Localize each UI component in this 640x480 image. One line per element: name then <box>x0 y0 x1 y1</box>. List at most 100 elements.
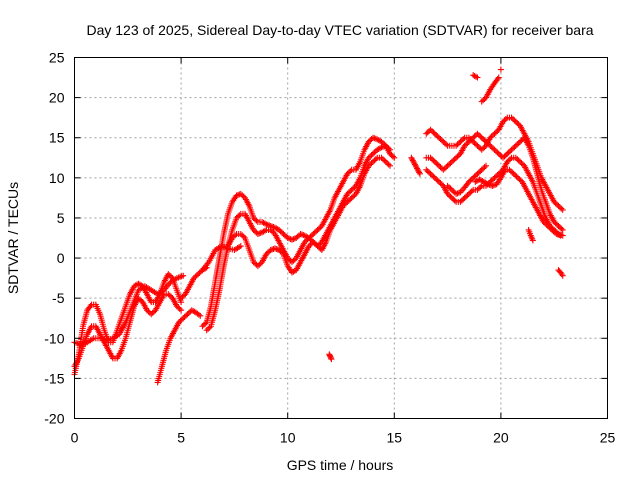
series-track-14 <box>472 166 564 239</box>
data-point <box>502 152 509 159</box>
data-point <box>267 226 274 233</box>
data-point <box>500 154 507 161</box>
data-point <box>512 154 519 161</box>
data-point <box>460 196 467 203</box>
data-point <box>148 311 155 318</box>
data-point <box>145 308 152 315</box>
data-point <box>508 114 515 121</box>
data-point <box>474 186 481 193</box>
data-point <box>178 316 185 323</box>
data-point <box>261 220 268 227</box>
data-point <box>552 200 559 207</box>
data-point <box>87 302 94 309</box>
data-point <box>206 324 213 331</box>
data-point <box>478 146 485 153</box>
data-point <box>485 141 492 148</box>
data-point <box>490 145 497 152</box>
data-point <box>511 117 518 124</box>
series-track-18 <box>478 74 502 105</box>
data-point <box>490 176 497 183</box>
data-point <box>413 164 420 171</box>
data-point <box>463 141 470 148</box>
data-point <box>467 177 474 184</box>
data-point <box>494 149 501 156</box>
data-point <box>436 134 443 141</box>
data-point <box>437 180 444 187</box>
series-track-15 <box>444 162 489 197</box>
data-point <box>193 272 200 279</box>
data-point <box>368 160 375 167</box>
data-point <box>230 233 237 240</box>
data-point <box>367 161 374 168</box>
y-tick-label: 10 <box>49 170 65 186</box>
data-point <box>516 176 523 183</box>
data-point <box>424 168 431 175</box>
data-point <box>254 263 261 270</box>
data-point <box>475 144 482 151</box>
data-point <box>461 194 468 201</box>
data-point <box>382 142 389 149</box>
data-point <box>431 174 438 181</box>
data-point <box>202 265 209 272</box>
data-point <box>446 184 453 191</box>
data-point <box>306 235 313 241</box>
data-point <box>347 168 354 175</box>
data-point <box>448 194 455 201</box>
data-point <box>427 126 434 133</box>
data-point <box>509 145 516 152</box>
data-point <box>450 188 457 195</box>
data-point <box>488 144 495 151</box>
data-point <box>311 240 318 247</box>
data-point <box>436 162 443 169</box>
data-point <box>344 198 351 205</box>
data-point <box>556 204 563 211</box>
data-point <box>252 228 259 235</box>
data-point <box>237 243 244 250</box>
data-point <box>250 259 257 266</box>
data-point <box>143 307 150 314</box>
data-point <box>365 162 372 169</box>
data-point <box>179 293 186 300</box>
x-tick-label: 25 <box>600 430 616 446</box>
data-point <box>475 185 482 192</box>
data-point <box>447 193 454 200</box>
data-point <box>276 226 283 233</box>
data-point <box>461 142 468 149</box>
data-point <box>294 233 301 240</box>
data-point <box>239 232 246 239</box>
data-point <box>559 206 566 213</box>
data-point <box>195 311 202 318</box>
data-point <box>507 156 514 163</box>
data-point <box>458 137 465 144</box>
data-point <box>546 224 553 231</box>
data-point <box>465 138 472 145</box>
data-point <box>237 190 244 197</box>
data-point <box>428 172 435 179</box>
data-point <box>177 317 184 324</box>
data-point <box>444 162 451 169</box>
data-point <box>236 212 243 219</box>
data-point <box>464 192 471 199</box>
data-point <box>229 235 236 241</box>
data-point <box>368 152 375 159</box>
data-point <box>455 140 462 147</box>
data-point <box>477 168 484 175</box>
data-point <box>192 273 199 280</box>
data-point <box>202 320 209 327</box>
data-point <box>185 309 192 316</box>
series-track-3 <box>71 272 187 348</box>
data-point <box>494 75 501 82</box>
data-point <box>478 166 485 173</box>
data-point <box>250 214 257 221</box>
data-point <box>426 169 433 176</box>
data-point <box>311 229 318 236</box>
data-point <box>552 220 559 227</box>
data-point <box>483 180 490 187</box>
data-point <box>491 146 498 153</box>
data-point <box>423 130 430 137</box>
data-point <box>301 239 308 246</box>
data-point <box>492 129 499 136</box>
data-point <box>190 275 197 282</box>
data-point <box>465 190 472 197</box>
y-tick-label: 0 <box>57 250 65 266</box>
